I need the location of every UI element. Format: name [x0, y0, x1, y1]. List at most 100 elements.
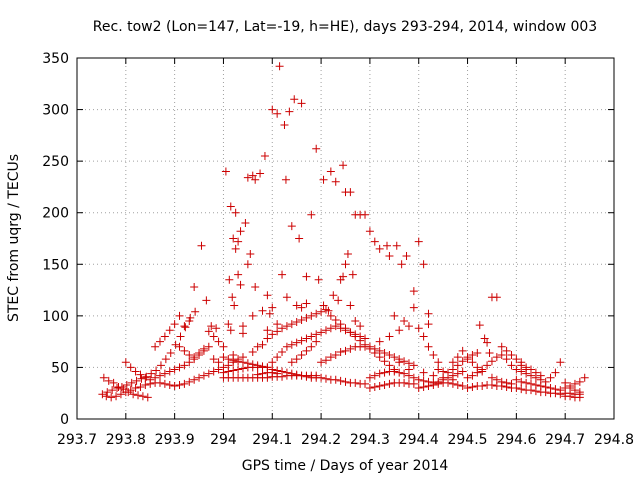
axis-ticks: 293.7 293.8 293.9 294 294.1 294.2 294.3 294.4 29… [42, 51, 634, 448]
data-point [102, 392, 111, 401]
data-point [424, 381, 433, 390]
data-point [341, 326, 350, 335]
data-point [147, 369, 156, 378]
data-point [297, 336, 306, 345]
data-point [370, 383, 379, 392]
data-point [214, 358, 223, 367]
data-point [224, 320, 233, 329]
data-point [273, 353, 282, 362]
data-point [297, 99, 306, 108]
data-point [326, 311, 335, 320]
data-point [370, 344, 379, 353]
data-point [314, 275, 323, 284]
data-point [497, 377, 506, 386]
data-point [209, 367, 218, 376]
data-point [175, 311, 184, 320]
data-point [351, 330, 360, 339]
data-point [346, 344, 355, 353]
data-point [385, 332, 394, 341]
data-point [204, 327, 213, 336]
data-point [365, 384, 374, 393]
data-point [351, 317, 360, 326]
data-point [155, 378, 164, 387]
x-tick-label: 294.1 [252, 432, 292, 448]
data-point [351, 378, 360, 387]
data-point [556, 358, 565, 367]
data-point [231, 244, 240, 253]
data-point [243, 173, 252, 182]
data-point [321, 326, 330, 335]
data-point [122, 380, 131, 389]
data-point [285, 107, 294, 116]
y-tick-label: 350 [42, 51, 69, 67]
data-point [234, 237, 243, 246]
data-point [453, 380, 462, 389]
data-point [453, 361, 462, 370]
data-point [483, 338, 492, 347]
data-point [487, 357, 496, 366]
data-point [307, 210, 316, 219]
data-point [346, 188, 355, 197]
x-tick-label: 294.7 [545, 432, 585, 448]
x-tick-label: 294 [210, 432, 237, 448]
x-tick-label: 294.2 [301, 432, 341, 448]
data-point [468, 358, 477, 367]
data-point [230, 301, 239, 310]
data-point [404, 322, 413, 331]
data-point [312, 330, 321, 339]
data-point [275, 62, 284, 71]
data-point [99, 373, 108, 382]
data-point [497, 351, 506, 360]
data-point [136, 383, 145, 392]
data-point [278, 372, 287, 381]
data-point [185, 377, 194, 386]
data-point [512, 355, 521, 364]
data-point [370, 371, 379, 380]
data-point [317, 328, 326, 337]
data-point [341, 260, 350, 269]
data-point [181, 323, 190, 332]
data-point [329, 291, 338, 300]
data-point [531, 380, 540, 389]
data-point [199, 371, 208, 380]
data-point [307, 342, 316, 351]
data-point [409, 379, 418, 388]
data-point [292, 301, 301, 310]
data-point [160, 332, 169, 341]
data-point [238, 329, 247, 338]
data-point [409, 303, 418, 312]
data-point [180, 361, 189, 370]
data-point [160, 379, 169, 388]
data-point [219, 342, 228, 351]
data-point [302, 346, 311, 355]
data-point [292, 318, 301, 327]
data-point [458, 367, 467, 376]
data-point [202, 296, 211, 305]
data-point [251, 282, 260, 291]
data-point [546, 384, 555, 393]
x-axis-label: GPS time / Days of year 2014 [242, 458, 449, 474]
data-point [234, 357, 243, 366]
data-point [536, 371, 545, 380]
data-point [180, 346, 189, 355]
data-point [209, 332, 218, 341]
data-point [229, 234, 238, 243]
data-point [185, 358, 194, 367]
data-point [487, 380, 496, 389]
data-point [228, 293, 237, 302]
data-point [190, 375, 199, 384]
data-point [458, 346, 467, 355]
data-point [170, 365, 179, 374]
data-point [458, 381, 467, 390]
data-point [380, 348, 389, 357]
data-point [161, 355, 170, 364]
data-point [339, 161, 348, 170]
data-point [348, 270, 357, 279]
data-point [361, 379, 370, 388]
data-point [336, 324, 345, 333]
data-point [253, 342, 262, 351]
data-point [204, 369, 213, 378]
data-point [248, 347, 257, 356]
y-tick-label: 150 [42, 257, 69, 273]
data-point [307, 311, 316, 320]
